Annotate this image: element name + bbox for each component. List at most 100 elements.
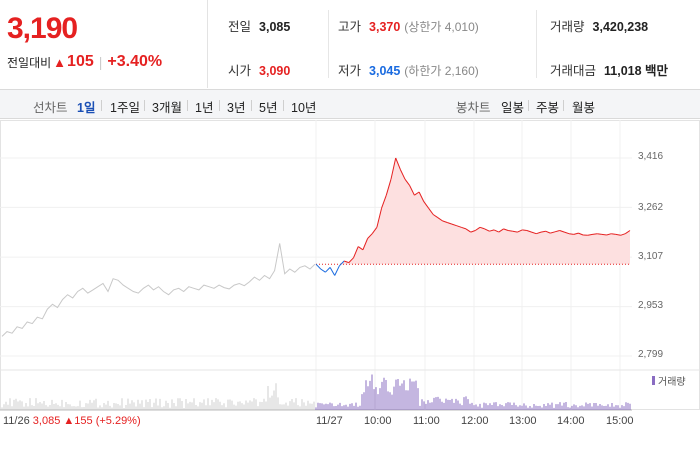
prev-day-date: 11/26 [3, 415, 30, 427]
divider [101, 100, 102, 111]
series-today-segment [620, 233, 626, 236]
divider: | [98, 54, 103, 70]
series-today-segment [625, 230, 631, 235]
change-amount: 105 [67, 53, 94, 70]
range-tab-1w[interactable]: 1주일 [110, 101, 140, 115]
stat-label: 전일 [228, 20, 252, 34]
series-today-segment [503, 228, 509, 231]
series-today-segment [611, 233, 616, 235]
series-today-segment [348, 257, 354, 263]
divider [219, 100, 220, 111]
candle-tab-daily[interactable]: 일봉 [501, 101, 525, 115]
series-today-segment [517, 229, 523, 233]
series-today-segment [385, 179, 392, 196]
candle-tab-monthly[interactable]: 월봉 [572, 101, 596, 115]
series-today-segment [587, 233, 593, 236]
series-today-segment [418, 191, 425, 202]
y-tick: 2,953 [638, 300, 664, 311]
prev-day-change: 155 [74, 415, 93, 427]
stat-value: 3,370 [369, 20, 401, 34]
stat-value: 3,085 [259, 20, 291, 34]
divider [283, 100, 284, 111]
candle-chart-label: 봉차트 [456, 101, 491, 115]
stat-label: 시가 [228, 64, 252, 78]
series-today-segment [498, 228, 504, 233]
stat-low: 저가 3,045 (하한가 2,160) [338, 60, 479, 79]
series-today-segment [399, 169, 406, 180]
chart-toolbar: 선차트 1일 1주일 3개월 1년 3년 5년 10년 봉차트 일봉 주봉 월봉 [0, 89, 700, 119]
chart-frame [0, 120, 700, 410]
stat-sub: (상한가 4,010) [404, 20, 479, 34]
divider [187, 100, 188, 111]
price-chart[interactable]: 3,416 3,262 3,107 2,953 2,799 거래량 11/26 … [0, 120, 700, 450]
series-today-segment [432, 214, 439, 219]
series-today-segment [569, 233, 574, 235]
series-today-segment [381, 195, 387, 209]
stat-label: 거래대금 [550, 64, 597, 78]
series-today-segment [315, 263, 322, 270]
x-tick: 13:00 [509, 415, 537, 427]
series-today-segment [536, 231, 542, 235]
series-today-segment [339, 260, 345, 267]
stat-volume: 거래량 3,420,238 [550, 16, 648, 35]
volume-swatch-icon [652, 376, 655, 385]
series-today-segment [601, 233, 607, 236]
series-today-segment [526, 230, 532, 233]
change-percent: +3.40% [107, 53, 163, 70]
series-today-segment [597, 233, 602, 235]
stat-sub: (하한가 2,160) [404, 64, 479, 78]
range-tab-1y[interactable]: 1년 [195, 101, 214, 115]
series-today-segment [493, 229, 500, 233]
series-today-segment [320, 268, 326, 273]
series-today-segment [404, 178, 411, 186]
divider [536, 10, 537, 78]
series-today-segment [550, 231, 556, 234]
range-tab-1d[interactable]: 1일 [77, 101, 96, 115]
series-today-segment [325, 267, 331, 273]
series-today-segment [414, 191, 420, 196]
x-tick: 12:00 [461, 415, 489, 427]
series-today-segment [437, 217, 443, 222]
stat-value: 3,420,238 [592, 20, 649, 34]
series-today-segment [334, 265, 340, 276]
series-today-segment [329, 267, 336, 276]
series-today-segment [578, 232, 584, 236]
change-label: 전일대비 [7, 55, 52, 70]
x-tick: 11:00 [413, 415, 440, 427]
series-today-segment [371, 227, 378, 234]
stat-label: 저가 [338, 64, 362, 78]
series-today-segment [461, 226, 467, 230]
y-tick: 3,416 [638, 151, 664, 162]
series-today-segment [395, 157, 401, 170]
stat-value: 3,090 [259, 64, 291, 78]
range-tab-3y[interactable]: 3년 [227, 101, 246, 115]
stock-stats: 전일 3,085 시가 3,090 고가 3,370 (상한가 4,010) 저… [208, 0, 700, 88]
series-today-segment [489, 229, 495, 232]
up-triangle-icon: ▲ [63, 415, 75, 427]
series-today-segment [545, 230, 551, 234]
stat-open: 시가 3,090 [228, 60, 290, 79]
line-chart-label: 선차트 [33, 101, 68, 115]
range-tab-5y[interactable]: 5년 [259, 101, 278, 115]
series-today-segment [531, 231, 537, 235]
series-today-segment [508, 230, 513, 232]
series-today-segment [606, 233, 612, 236]
stat-trade-value: 거래대금 11,018 백만 [550, 60, 668, 79]
stat-value: 11,018 백만 [604, 64, 669, 78]
area-above-reference [316, 158, 630, 265]
series-today-segment [470, 230, 476, 233]
series-today-segment [390, 157, 397, 180]
series-today-segment [465, 228, 471, 233]
stat-prev-close: 전일 3,085 [228, 16, 290, 35]
series-today-segment [423, 201, 429, 209]
y-tick: 3,107 [638, 251, 664, 262]
series-today-segment [357, 246, 364, 251]
range-tab-10y[interactable]: 10년 [291, 101, 317, 115]
chart-canvas [0, 120, 700, 411]
series-today-segment [512, 230, 518, 233]
range-tab-3m[interactable]: 3개월 [152, 101, 182, 115]
series-today-segment [409, 185, 415, 196]
series-today-segment [479, 226, 485, 230]
series-today-segment [343, 260, 349, 264]
candle-tab-weekly[interactable]: 주봉 [536, 101, 560, 115]
